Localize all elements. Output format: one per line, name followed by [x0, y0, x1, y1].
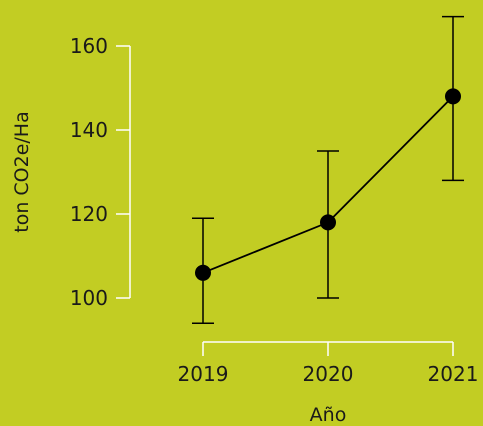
data-point — [445, 88, 461, 105]
y-tick-label: 100 — [70, 286, 108, 310]
y-tick-label: 160 — [70, 34, 108, 58]
data-point — [320, 214, 336, 231]
x-tick-label: 2020 — [303, 362, 354, 386]
data-points — [195, 88, 461, 281]
y-tick-label: 140 — [70, 118, 108, 142]
y-axis: 100 120 140 160 — [70, 34, 131, 310]
x-axis: 2019 2020 2021 — [178, 341, 479, 386]
x-tick-label: 2019 — [178, 362, 229, 386]
y-tick-label: 120 — [70, 202, 108, 226]
data-point — [195, 264, 211, 281]
x-tick-label: 2021 — [428, 362, 479, 386]
y-axis-title: ton CO2e/Ha — [11, 111, 33, 233]
x-axis-title: Año — [310, 404, 347, 426]
error-bars — [192, 15, 464, 324]
